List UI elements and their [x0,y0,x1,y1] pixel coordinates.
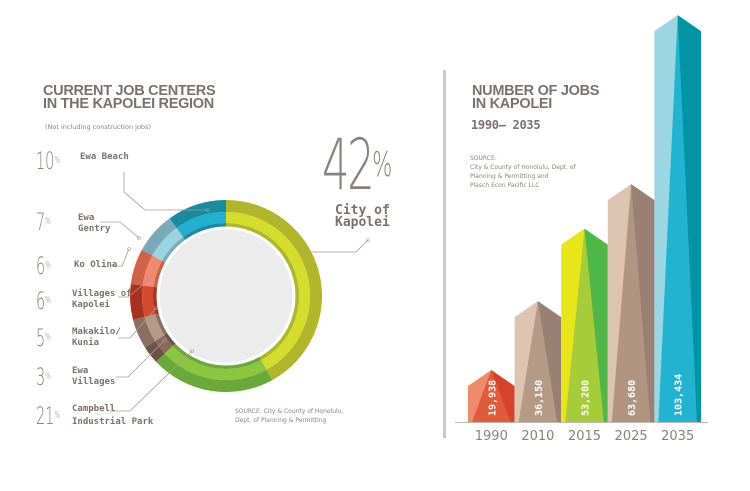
leader-dot [366,238,370,242]
bar-value-label: 36,150 [534,380,545,416]
left-title-line1: CURRENT JOB CENTERS [43,83,216,99]
slice-ko-olina-outer [130,249,153,286]
year-label: 2010 [521,429,554,444]
pct-campbell: 21% [36,402,61,430]
leader-line [110,350,193,412]
label-ewa-gentry: Ewa Gentry [78,213,111,234]
leader-line [100,221,140,239]
slice-campbell-industrial-park-outer [156,353,273,392]
slice-ewa-gentry-inner [152,228,184,261]
slice-city-of-kapolei-outer [226,200,322,381]
leader-dot [190,349,194,353]
leader-dot [163,338,167,342]
pct-ko-olina: 6% [36,252,51,280]
label-campbell: Campbell Industrial Park [72,404,154,427]
leader-dot [147,278,151,282]
leader-dot [127,247,131,251]
leader-line [118,307,157,339]
label-ewa-villages: Ewa Villages [72,366,116,387]
highlight-percent: 42% [322,124,392,206]
year-label: 2025 [615,429,648,444]
left-source: SOURCE: City & County of Honolulu, Dept. … [235,408,344,424]
leader-dot [206,208,210,212]
slice-villages-of-kapolei-outer [130,283,145,320]
slice-city-of-kapolei-inner [226,212,310,370]
right-range: 1990– 2035 [471,118,541,132]
slice-ewa-gentry-outer [141,218,177,256]
label-makakilo-kunia: Makakilo/ Kunia [72,327,121,348]
bar-value-label: 53,200 [581,380,592,416]
pct-villages-of-kapolei: 6% [36,287,51,315]
leader-line [123,172,208,211]
leader-line [112,248,130,267]
pct-ewa-gentry: 7% [36,208,51,236]
slice-ewa-villages-edge [164,332,177,346]
slice-ewa-beach-inner [176,212,226,237]
bar-2015 [561,228,608,422]
bar-2025 [607,184,655,422]
slice-ewa-beach-outer [169,200,226,229]
leader-line [118,279,150,298]
year-label: 1990 [475,429,508,444]
bar-2010 [514,301,562,422]
slice-makakilo-kunia-outer [133,316,156,348]
divider [443,70,446,438]
bar-value-label: 103,434 [674,374,685,416]
donut-center [156,226,296,366]
bar-value-label: 19,938 [487,380,498,416]
left-subtitle: (Not including construction jobs) [45,123,151,131]
highlight-label: City of Kapolei [335,203,390,230]
bar-value-label: 63,680 [627,380,638,416]
bar-facet [611,184,651,422]
leader-dot [137,236,141,240]
pct-ewa-villages: 3% [36,363,51,391]
bar-facet [565,228,604,422]
label-ko-olina: Ko Olina [74,260,118,270]
leader-dot [154,306,158,310]
right-source: SOURCE: City & County of Honolulu, Dept. … [470,155,576,189]
label-ewa-beach: Ewa Beach [80,152,129,162]
year-label: 2035 [661,429,694,444]
bar-facet [518,301,558,422]
bar-2035 [654,15,701,423]
slice-ewa-villages-outer [144,341,165,362]
left-title-line2: IN THE KAPOLEI REGION [43,96,214,112]
slice-villages-of-kapolei-inner [141,285,156,317]
label-villages-of-kapolei: Villages of Kapolei [72,289,132,310]
right-title: NUMBER OF JOBS IN KAPOLEI [472,83,600,112]
left-title: CURRENT JOB CENTERS IN THE KAPOLEI REGIO… [43,83,216,112]
slice-makakilo-kunia-inner [144,314,165,342]
slice-ewa-villages-inner [155,335,173,354]
slice-campbell-industrial-park-inner [164,345,267,380]
pct-ewa-beach: 10% [36,147,61,175]
bar-facet [472,369,511,422]
leader-line [300,239,369,253]
bar-1990 [468,369,515,422]
bar-facet [658,15,697,423]
pct-makakilo-kunia: 5% [36,324,51,352]
year-label: 2015 [568,429,601,444]
leader-line [116,339,166,378]
